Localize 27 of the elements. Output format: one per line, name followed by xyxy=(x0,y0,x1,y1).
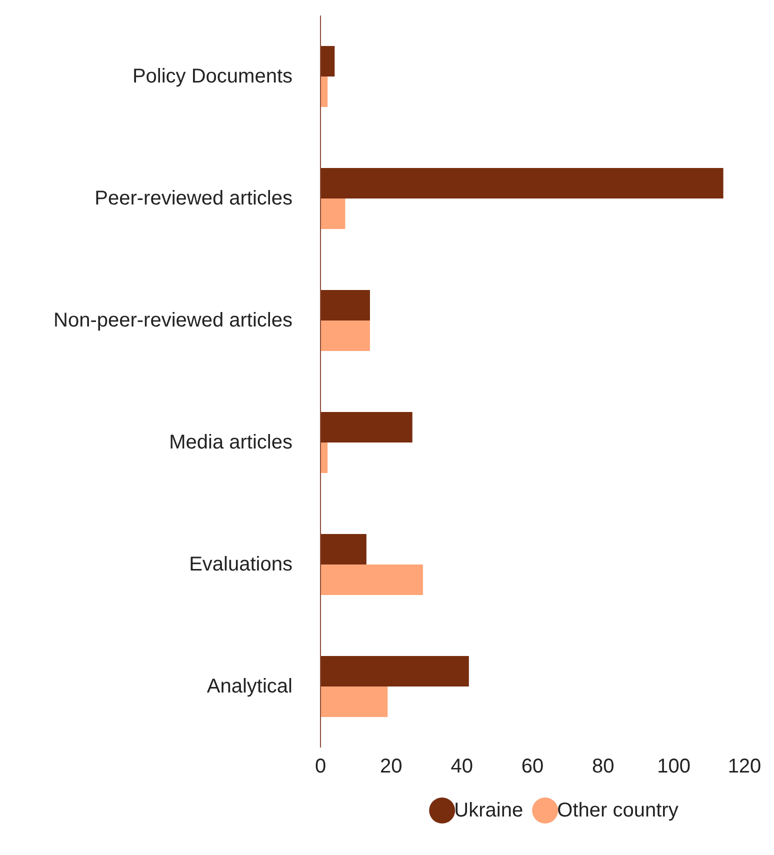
legend-label: Ukraine xyxy=(454,800,524,822)
bar xyxy=(320,686,388,717)
x-tick-label: 60 xyxy=(521,756,544,778)
y-tick-label: Non-peer-reviewed articles xyxy=(54,310,292,332)
x-tick-label: 20 xyxy=(380,756,402,778)
x-tick-label: 100 xyxy=(657,756,691,778)
bar xyxy=(320,534,366,564)
y-tick-label: Evaluations xyxy=(189,554,293,576)
x-tick-label: 120 xyxy=(728,756,762,778)
bar xyxy=(320,168,724,198)
bar xyxy=(320,412,412,442)
y-tick-label: Analytical xyxy=(206,676,293,698)
y-tick-label: Peer-reviewed articles xyxy=(94,188,293,210)
x-tick-label: 80 xyxy=(592,756,614,778)
x-tick-label: 40 xyxy=(450,756,473,778)
y-tick-label: Media articles xyxy=(169,432,293,454)
bar xyxy=(320,442,328,473)
bar xyxy=(320,290,370,320)
bar xyxy=(320,198,346,229)
bar xyxy=(320,656,469,686)
bar xyxy=(320,76,328,107)
bar xyxy=(320,564,423,595)
x-tick-label: 0 xyxy=(314,756,326,778)
bar xyxy=(320,46,335,76)
y-tick-label: Policy Documents xyxy=(132,66,293,88)
bar xyxy=(320,320,370,351)
legend-label: Other country xyxy=(557,800,678,822)
